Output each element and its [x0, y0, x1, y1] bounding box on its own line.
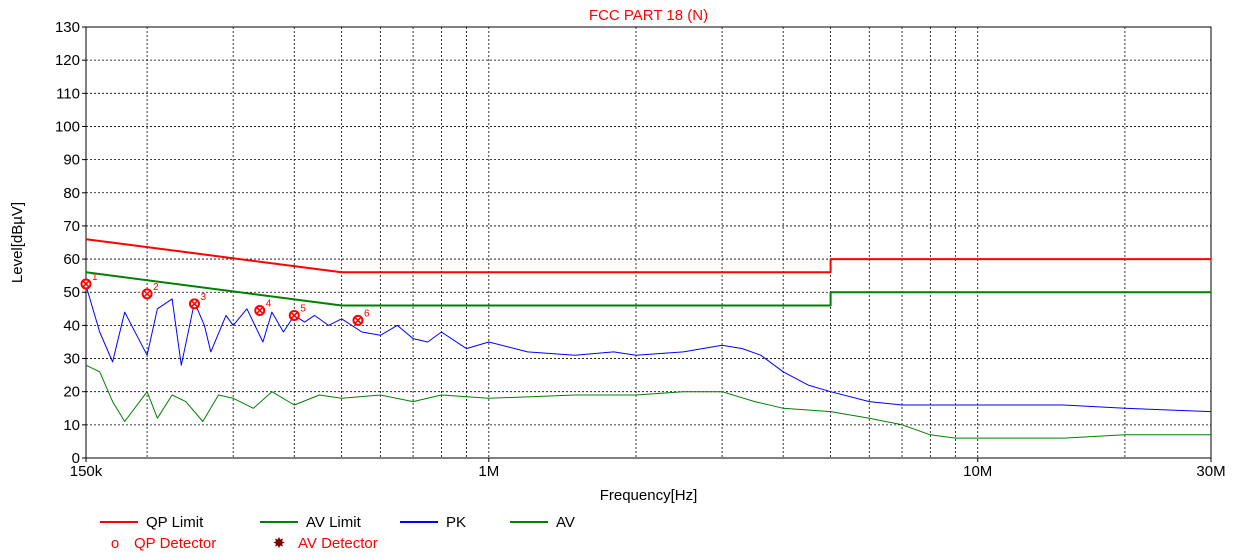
- y-tick-label: 30: [63, 351, 80, 368]
- series-qp-limit: [85, 238, 1211, 274]
- legend-swatch-av-limit: [260, 521, 298, 523]
- marker-4: 4: [254, 298, 272, 316]
- y-tick-label: 110: [56, 85, 80, 102]
- legend-item-av: AV: [510, 512, 575, 532]
- legend-item-qp-detector: o QP Detector: [104, 533, 216, 553]
- y-axis-label: Level[dBµV]: [9, 202, 26, 283]
- marker-cross: [290, 311, 298, 319]
- y-tick-label: 80: [63, 185, 80, 202]
- emi-chart: FCC PART 18 (N) 010203040506070809010011…: [9, 7, 1226, 504]
- marker-label: 6: [364, 308, 370, 319]
- x-axis-label: Frequency[Hz]: [600, 487, 698, 504]
- av-detector-marker-icon: ✸: [272, 535, 286, 552]
- marker-cross: [143, 290, 151, 298]
- legend: QP Limit AV Limit PK AV o QP Detector ✸ …: [100, 512, 660, 556]
- y-tick-label: 120: [55, 52, 80, 69]
- marker-label: 3: [200, 292, 206, 303]
- x-tick-label: 30M: [1196, 463, 1225, 480]
- y-tick-label: 60: [63, 251, 80, 268]
- series-av: [85, 364, 1211, 439]
- legend-label-qp-detector: QP Detector: [134, 534, 217, 552]
- x-axis-ticks: 150k 1M 10M 30M: [70, 458, 1226, 480]
- plot-frame: [85, 26, 1212, 459]
- legend-swatch-qp-limit: [100, 521, 138, 523]
- marker-6: 6: [352, 308, 370, 326]
- y-tick-label: 20: [63, 384, 80, 401]
- marker-label: 4: [266, 298, 272, 309]
- y-tick-label: 70: [63, 218, 80, 235]
- marker-label: 5: [300, 303, 306, 314]
- marker-1: 1: [80, 272, 98, 290]
- series-pk: [85, 285, 1212, 413]
- y-tick-label: 100: [55, 118, 80, 135]
- y-tick-label: 50: [63, 284, 80, 301]
- y-tick-label: 0: [72, 450, 80, 467]
- marker-label: 1: [92, 272, 98, 283]
- series-av-limit: [85, 271, 1211, 307]
- x-tick-label: 150k: [70, 463, 103, 480]
- legend-label-av: AV: [556, 513, 575, 531]
- chart-title: FCC PART 18 (N): [589, 7, 708, 24]
- legend-item-av-detector: ✸ AV Detector: [268, 533, 378, 553]
- series-group: [85, 238, 1212, 439]
- legend-item-qp-limit: QP Limit: [100, 512, 203, 532]
- y-axis-ticks: 0 10 20 30 40 50 60 70 80 90 100 110 120 130: [55, 19, 86, 467]
- legend-item-av-limit: AV Limit: [260, 512, 361, 532]
- marker-5: 5: [288, 303, 306, 321]
- legend-label-pk: PK: [446, 513, 467, 531]
- marker-group: 1 2 3 4 5 6: [80, 272, 370, 326]
- legend-label-av-limit: AV Limit: [306, 513, 361, 531]
- marker-3: 3: [188, 292, 206, 310]
- qp-detector-marker-icon: o: [110, 534, 120, 552]
- legend-item-pk: PK: [400, 512, 466, 532]
- legend-label-av-detector: AV Detector: [298, 534, 378, 552]
- marker-cross: [354, 316, 362, 324]
- legend-swatch-pk: [400, 521, 438, 523]
- marker-2: 2: [141, 282, 159, 300]
- marker-cross: [190, 300, 198, 308]
- legend-label-qp-limit: QP Limit: [146, 513, 204, 531]
- y-tick-label: 90: [63, 152, 80, 169]
- x-tick-label: 1M: [478, 463, 499, 480]
- marker-label: 2: [153, 282, 159, 293]
- y-tick-label: 130: [55, 19, 80, 36]
- y-tick-label: 40: [63, 317, 80, 334]
- y-tick-label: 10: [63, 417, 80, 434]
- legend-swatch-av: [510, 521, 548, 523]
- marker-cross: [82, 280, 90, 288]
- x-tick-label: 10M: [963, 463, 992, 480]
- grid: [86, 27, 1211, 458]
- marker-cross: [256, 306, 264, 314]
